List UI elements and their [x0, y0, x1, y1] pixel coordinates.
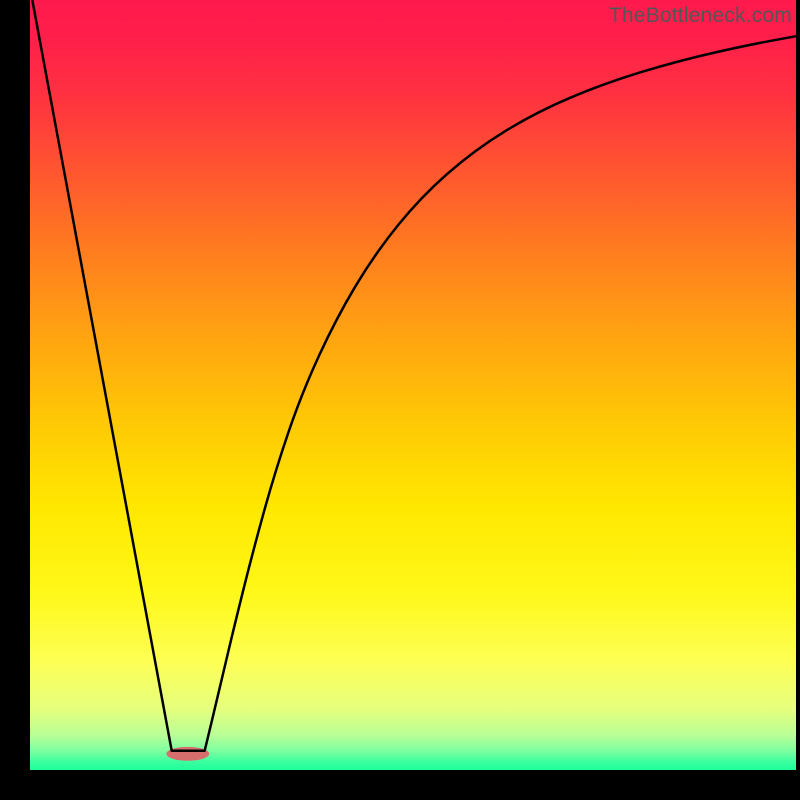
gradient-background: [30, 0, 796, 770]
valley-marker: [166, 747, 209, 761]
axis-left: [0, 0, 30, 800]
axis-bottom: [0, 770, 800, 800]
bottleneck-chart: [0, 0, 800, 800]
chart-frame: TheBottleneck.com: [0, 0, 800, 800]
watermark-text: TheBottleneck.com: [609, 4, 792, 28]
border-right: [796, 0, 800, 800]
